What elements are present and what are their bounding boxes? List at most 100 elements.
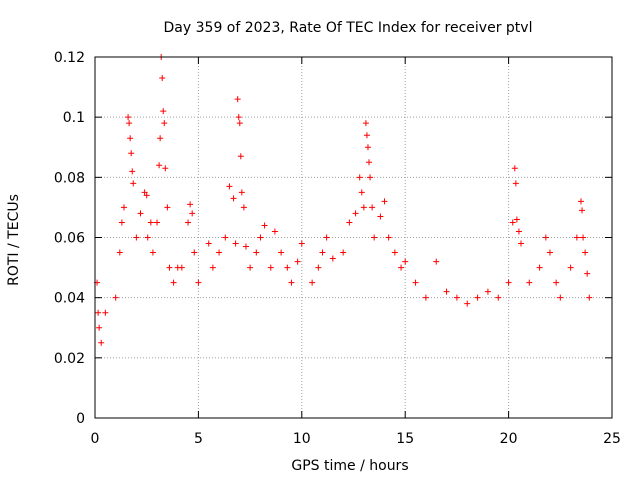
data-point [133, 234, 140, 241]
x-tick-label: 5 [194, 431, 203, 447]
data-point [515, 228, 522, 235]
data-point [513, 216, 520, 223]
data-point [159, 75, 166, 82]
data-point [238, 189, 245, 196]
data-point [149, 249, 156, 256]
data-point [315, 264, 322, 271]
data-point [412, 279, 419, 286]
data-points [94, 54, 593, 346]
data-point [230, 195, 237, 202]
data-point [235, 114, 242, 121]
data-point [557, 294, 564, 301]
data-point [102, 309, 109, 316]
data-point [363, 132, 370, 139]
data-point [402, 258, 409, 265]
data-point [137, 210, 144, 217]
data-point [364, 144, 371, 151]
data-point [120, 204, 127, 211]
data-point [453, 294, 460, 301]
y-tick-label: 0 [76, 411, 85, 427]
data-point [509, 219, 516, 226]
data-point [536, 264, 543, 271]
y-tick-label: 0.06 [54, 231, 85, 247]
y-tick-label: 0.02 [54, 351, 85, 367]
x-tick-label: 20 [500, 431, 518, 447]
y-tick-label: 0.04 [54, 291, 85, 307]
data-point [512, 180, 519, 187]
data-point [464, 300, 471, 307]
data-point [579, 207, 586, 214]
data-point [187, 201, 194, 208]
data-point [567, 264, 574, 271]
data-point [526, 279, 533, 286]
data-point [112, 294, 119, 301]
data-point [205, 240, 212, 247]
data-point [369, 204, 376, 211]
data-point [178, 264, 185, 271]
data-point [156, 162, 163, 169]
data-point [362, 120, 369, 127]
data-point [116, 249, 123, 256]
data-point [226, 183, 233, 190]
data-point [157, 135, 164, 142]
data-point [195, 279, 202, 286]
data-point [377, 213, 384, 220]
data-point [164, 204, 171, 211]
data-point [118, 219, 125, 226]
data-point [474, 294, 481, 301]
data-point [154, 219, 161, 226]
data-point [237, 153, 244, 160]
data-point [185, 219, 192, 226]
data-point [577, 198, 584, 205]
data-point [391, 249, 398, 256]
data-point [580, 234, 587, 241]
data-point [141, 189, 148, 196]
data-point [253, 249, 260, 256]
data-point [161, 120, 168, 127]
data-point [147, 219, 154, 226]
data-point [247, 264, 254, 271]
data-point [130, 180, 137, 187]
data-point [319, 249, 326, 256]
data-point [234, 96, 241, 103]
data-point [542, 234, 549, 241]
data-point [294, 258, 301, 265]
y-tick-label: 0.1 [63, 110, 85, 126]
data-point [170, 279, 177, 286]
data-point [385, 234, 392, 241]
y-axis-label: ROTI / TECUs [6, 194, 22, 286]
x-tick-label: 15 [396, 431, 414, 447]
data-point [236, 120, 243, 127]
axis-ticks: 0 0.02 0.04 0.06 0.08 0.1 0.12 0 5 10 15 20 25 [54, 50, 621, 447]
data-point [329, 255, 336, 262]
x-axis-label: GPS time / hours [291, 458, 408, 474]
data-point [95, 309, 102, 316]
data-point [356, 174, 363, 181]
data-point [257, 234, 264, 241]
data-point [511, 165, 518, 172]
data-point [352, 210, 359, 217]
chart-title: Day 359 of 2023, Rate Of TEC Index for r… [164, 20, 533, 36]
data-point [358, 189, 365, 196]
data-point [261, 222, 268, 229]
data-point [433, 258, 440, 265]
data-point [209, 264, 216, 271]
data-point [240, 204, 247, 211]
data-point [284, 264, 291, 271]
data-point [367, 174, 374, 181]
data-point [586, 294, 593, 301]
data-point [232, 240, 239, 247]
data-point [360, 204, 367, 211]
data-point [371, 234, 378, 241]
data-point [216, 249, 223, 256]
y-tick-label: 0.12 [54, 50, 85, 66]
data-point [271, 228, 278, 235]
data-point [443, 288, 450, 295]
data-point [582, 249, 589, 256]
data-point [288, 279, 295, 286]
data-point [98, 339, 105, 346]
data-point [495, 294, 502, 301]
data-point [366, 159, 373, 166]
x-tick-label: 10 [293, 431, 311, 447]
